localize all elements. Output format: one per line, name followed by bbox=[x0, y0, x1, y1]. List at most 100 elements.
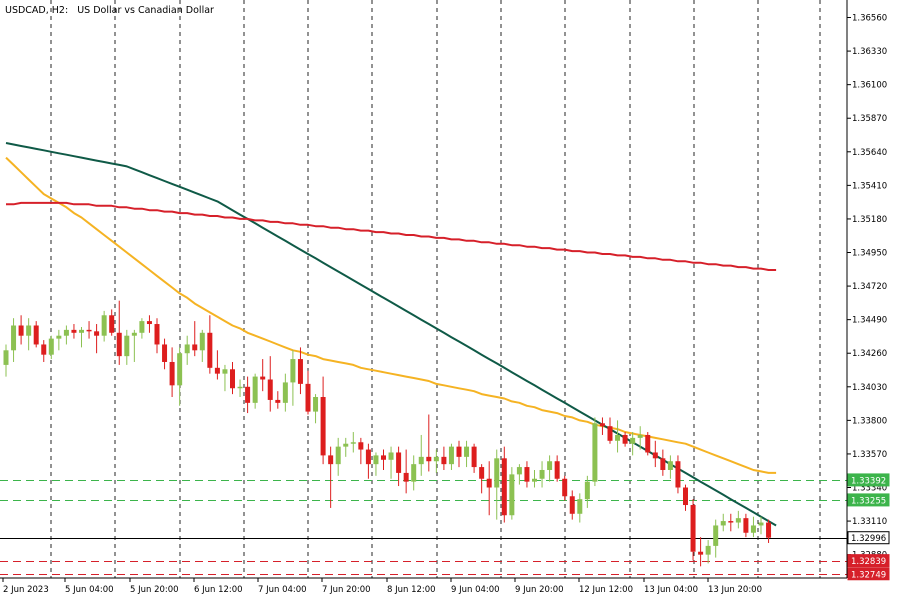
candle[interactable] bbox=[350, 432, 356, 453]
candle[interactable] bbox=[230, 361, 235, 395]
candle[interactable] bbox=[146, 315, 152, 333]
candle[interactable] bbox=[728, 513, 734, 532]
candle[interactable] bbox=[199, 329, 205, 362]
candle[interactable] bbox=[305, 370, 311, 415]
candle[interactable] bbox=[56, 329, 62, 351]
candle[interactable] bbox=[652, 440, 658, 468]
candle[interactable] bbox=[720, 513, 726, 532]
candle[interactable] bbox=[343, 437, 349, 457]
candle[interactable] bbox=[214, 350, 220, 380]
candle[interactable] bbox=[660, 449, 666, 476]
candle[interactable] bbox=[622, 432, 628, 447]
candle[interactable] bbox=[713, 519, 719, 558]
candle[interactable] bbox=[86, 321, 92, 339]
candles-layer[interactable] bbox=[3, 300, 772, 567]
candle[interactable] bbox=[486, 461, 492, 516]
candle[interactable] bbox=[275, 391, 281, 409]
candle[interactable] bbox=[667, 455, 673, 479]
candle[interactable] bbox=[599, 417, 605, 435]
candle[interactable] bbox=[698, 537, 704, 567]
candle[interactable] bbox=[48, 335, 54, 360]
candle[interactable] bbox=[758, 516, 764, 535]
candle[interactable] bbox=[245, 376, 251, 414]
candle[interactable] bbox=[162, 338, 168, 370]
candle[interactable] bbox=[18, 315, 24, 345]
candle[interactable] bbox=[365, 443, 371, 479]
candle[interactable] bbox=[441, 446, 447, 470]
candle[interactable] bbox=[373, 452, 379, 476]
candle[interactable] bbox=[554, 455, 560, 482]
candle[interactable] bbox=[683, 484, 688, 511]
candle[interactable] bbox=[569, 490, 575, 520]
candle[interactable] bbox=[63, 325, 69, 345]
candle[interactable] bbox=[237, 379, 243, 398]
candle[interactable] bbox=[539, 461, 545, 488]
candle[interactable] bbox=[320, 376, 326, 465]
candle[interactable] bbox=[411, 455, 417, 491]
candle[interactable] bbox=[116, 300, 122, 365]
candle[interactable] bbox=[11, 318, 17, 362]
candle[interactable] bbox=[267, 356, 273, 412]
candle[interactable] bbox=[290, 350, 296, 406]
candle[interactable] bbox=[464, 440, 470, 468]
candle[interactable] bbox=[124, 329, 130, 365]
candle[interactable] bbox=[358, 437, 364, 465]
candle[interactable] bbox=[192, 321, 198, 357]
candle[interactable] bbox=[479, 464, 485, 494]
candle[interactable] bbox=[252, 373, 258, 409]
candle[interactable] bbox=[131, 329, 137, 362]
candle[interactable] bbox=[494, 449, 500, 520]
candle[interactable] bbox=[388, 446, 394, 479]
candle[interactable] bbox=[645, 432, 651, 456]
candle[interactable] bbox=[403, 449, 409, 494]
candle[interactable] bbox=[456, 440, 462, 468]
candle[interactable] bbox=[418, 434, 424, 476]
candle[interactable] bbox=[154, 318, 160, 354]
candle[interactable] bbox=[26, 318, 32, 351]
candle[interactable] bbox=[79, 326, 84, 348]
candle[interactable] bbox=[562, 475, 568, 501]
candle[interactable] bbox=[516, 464, 522, 485]
candle[interactable] bbox=[101, 310, 107, 342]
candle[interactable] bbox=[607, 417, 613, 444]
candle[interactable] bbox=[109, 309, 115, 336]
candle[interactable] bbox=[260, 359, 266, 392]
candle[interactable] bbox=[524, 461, 530, 488]
candle[interactable] bbox=[743, 513, 749, 538]
candle[interactable] bbox=[184, 335, 190, 365]
candle[interactable] bbox=[637, 426, 643, 450]
candle[interactable] bbox=[282, 373, 288, 412]
candle[interactable] bbox=[705, 540, 711, 564]
candle[interactable] bbox=[381, 449, 386, 470]
candle[interactable] bbox=[577, 493, 583, 523]
candle[interactable] bbox=[33, 321, 39, 348]
candle[interactable] bbox=[169, 347, 175, 398]
candle[interactable] bbox=[71, 324, 77, 339]
candle[interactable] bbox=[207, 315, 213, 374]
candle[interactable] bbox=[471, 443, 477, 473]
candle[interactable] bbox=[630, 432, 636, 456]
candle[interactable] bbox=[750, 516, 756, 538]
candle[interactable] bbox=[222, 364, 228, 392]
candle[interactable] bbox=[448, 443, 454, 470]
candle[interactable] bbox=[328, 446, 334, 508]
candle[interactable] bbox=[426, 414, 432, 472]
candle[interactable] bbox=[396, 446, 402, 487]
candle[interactable] bbox=[3, 344, 9, 377]
candle[interactable] bbox=[139, 318, 145, 339]
candle[interactable] bbox=[584, 475, 590, 508]
candle[interactable] bbox=[735, 510, 741, 529]
candle[interactable] bbox=[41, 340, 47, 362]
candle[interactable] bbox=[532, 469, 537, 488]
candle[interactable] bbox=[509, 467, 515, 520]
candle[interactable] bbox=[297, 347, 303, 395]
candle[interactable] bbox=[433, 449, 439, 473]
candle[interactable] bbox=[547, 455, 553, 482]
candle[interactable] bbox=[592, 417, 598, 487]
candle[interactable] bbox=[690, 499, 696, 561]
candle[interactable] bbox=[615, 420, 621, 453]
candle[interactable] bbox=[313, 394, 319, 424]
candle[interactable] bbox=[177, 347, 183, 406]
